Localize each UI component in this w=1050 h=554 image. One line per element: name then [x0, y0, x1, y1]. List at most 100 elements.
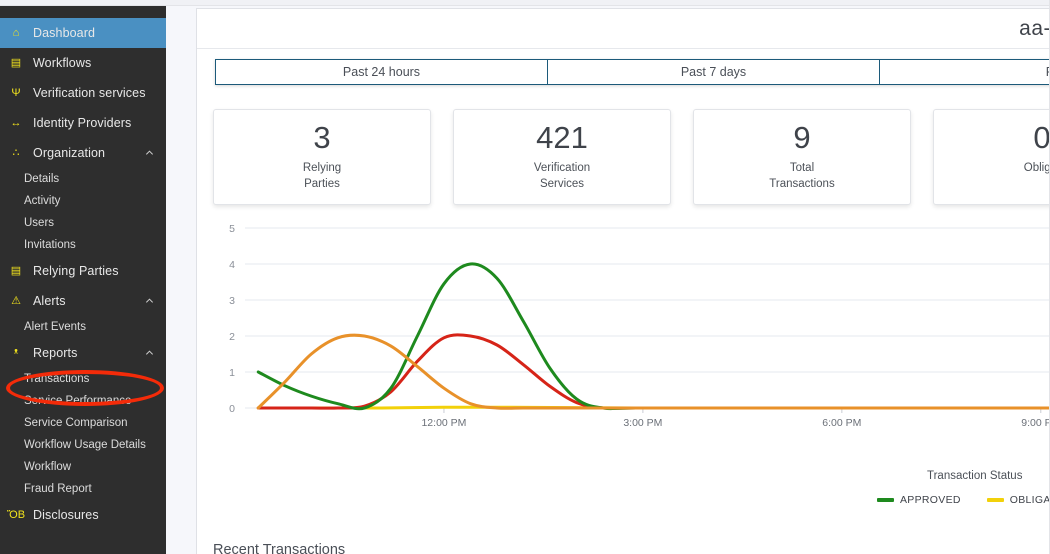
sidebar-item-label: Workflows [33, 56, 92, 70]
sidebar-subitem-workflow-usage-details[interactable]: Workflow Usage Details [0, 434, 166, 456]
disclosures-icon: ὌB [6, 508, 26, 521]
content-panel: aa-mc Past 24 hours Past 7 days Past 30 3 R… [196, 8, 1050, 554]
stat-card-label: Relying Parties [302, 162, 342, 190]
tab-label: Past 24 hours [342, 65, 421, 79]
stat-card-label: Obligat [1023, 162, 1050, 174]
chart-y-tick-label: 1 [229, 367, 235, 379]
alerts-icon: ⚠ [11, 294, 21, 307]
sidebar-subitem-label: Users [24, 217, 55, 229]
organization-icon: ∴ [12, 146, 20, 159]
chevron-up-icon [145, 150, 154, 155]
stat-card-value: 3 [313, 120, 331, 155]
sidebar-subitem-workflow[interactable]: Workflow [0, 456, 166, 478]
verification-icon: Ψ [11, 86, 21, 99]
sidebar-item-verification-services[interactable]: Ψ Verification services [0, 78, 166, 108]
sidebar-item-organization[interactable]: ∴ Organization [0, 138, 166, 168]
workflows-icon: ▤ [10, 56, 22, 69]
time-range-tabs[interactable]: Past 24 hours Past 7 days Past 30 [215, 59, 1050, 85]
chart-y-tick-label: 2 [229, 331, 235, 343]
sidebar-item-label: Reports [33, 346, 78, 360]
chart-series-pending [256, 333, 1050, 410]
chart-x-tick-label: 3:00 PM [623, 417, 662, 429]
stat-card-4: 0 Obligat [933, 109, 1050, 205]
sidebar-item-identity-providers[interactable]: ↔ Identity Providers [0, 108, 166, 138]
stat-cards: 3 Relying Parties 421 Verification Services 9 T… [213, 109, 1050, 205]
chart-y-tick-label: 4 [229, 259, 235, 271]
tab-past-24-hours[interactable]: Past 24 hours [215, 59, 547, 85]
stat-card-value: 0 [1033, 120, 1050, 155]
panel-header: aa-mc [197, 9, 1050, 49]
sidebar-subitem-details[interactable]: Details [0, 168, 166, 190]
sidebar-subitem-fraud-report[interactable]: Fraud Report [0, 478, 166, 500]
chart-y-tick-label: 3 [229, 295, 235, 307]
window-top-strip [0, 0, 1050, 6]
chart-x-tick-label: 6:00 PM [822, 417, 861, 429]
sidebar-item-label: Relying Parties [33, 264, 119, 278]
sidebar-subitem-label: Activity [24, 195, 61, 207]
chevron-up-icon [145, 298, 154, 303]
home-icon: ⌂ [12, 26, 20, 39]
stat-card-value: 421 [536, 120, 588, 155]
sidebar-item-relying-parties[interactable]: ▤ Relying Parties [0, 256, 166, 286]
sidebar-top-spacer [0, 6, 166, 18]
identity-providers-icon: ↔ [10, 116, 22, 129]
tab-label: Past 7 days [680, 65, 747, 79]
sidebar-item-dashboard[interactable]: ⌂ Dashboard [0, 18, 166, 48]
legend-item-obligation[interactable]: OBLIGATION [986, 494, 1050, 506]
sidebar-item-workflows[interactable]: ▤ Workflows [0, 48, 166, 78]
sidebar-subitem-label: Transactions [24, 373, 90, 385]
sidebar-item-alerts[interactable]: ⚠ Alerts [0, 286, 166, 316]
chart-x-tick-label: 9:00 PM [1021, 417, 1050, 429]
reports-icon: ᵜ [13, 346, 19, 359]
sidebar-subitem-service-performance[interactable]: Service Performance [0, 390, 166, 412]
chart-canvas: 0 1 2 3 4 5 12:00 PM 3:00 PM 6:00 PM 9:00 PM [229, 223, 1050, 429]
chart-x-tick-label: 12:00 PM [421, 417, 466, 429]
tab-past-7-days[interactable]: Past 7 days [547, 59, 879, 85]
sidebar-subitem-label: Invitations [24, 239, 76, 251]
recent-transactions-heading: Recent Transactions [213, 542, 346, 554]
tab-label: Past 30 [1046, 65, 1050, 79]
sidebar-item-label: Identity Providers [33, 116, 132, 130]
sidebar-subitem-label: Workflow [24, 461, 72, 473]
chart-legend-title: Transaction Status [927, 470, 1023, 482]
stat-card-value: 9 [793, 120, 811, 155]
sidebar-subitem-label: Service Performance [24, 395, 132, 407]
sidebar-subitem-label: Details [24, 173, 60, 185]
chart-legend[interactable]: APPROVED OBLIGATION [877, 494, 1050, 506]
sidebar-subitem-activity[interactable]: Activity [0, 190, 166, 212]
legend-label: OBLIGATION [1009, 494, 1050, 506]
tab-past-30[interactable]: Past 30 [879, 59, 1050, 85]
sidebar-subitem-users[interactable]: Users [0, 212, 166, 234]
sidebar-item-label: Verification services [33, 86, 146, 100]
sidebar-item-reports[interactable]: ᵜ Reports [0, 338, 166, 368]
sidebar-nav-list: ⌂ Dashboard ▤ Workflows Ψ Verification servic… [0, 18, 166, 530]
sidebar: ⌂ Dashboard ▤ Workflows Ψ Verification servic… [0, 6, 166, 554]
relying-parties-icon: ▤ [10, 264, 22, 277]
chart-y-tick-label: 0 [229, 403, 235, 415]
sidebar-subitem-invitations[interactable]: Invitations [0, 234, 166, 256]
chart-y-tick-label: 5 [229, 223, 235, 235]
page-title: aa-mc [1019, 16, 1050, 40]
stat-card-3: 9 Total Transactions [693, 109, 911, 205]
stat-card-label: Verification Services [533, 162, 591, 190]
sidebar-item-disclosures[interactable]: ὌB Disclosures [0, 500, 166, 530]
legend-swatch [986, 498, 1004, 502]
sidebar-subitem-service-comparison[interactable]: Service Comparison [0, 412, 166, 434]
sidebar-item-label: Organization [33, 146, 106, 160]
legend-item-approved[interactable]: APPROVED [877, 494, 961, 506]
sidebar-subitem-label: Service Comparison [24, 417, 128, 429]
sidebar-subitem-label: Workflow Usage Details [24, 439, 146, 451]
sidebar-subitem-label: Alert Events [24, 321, 86, 333]
sidebar-item-label: Alerts [33, 294, 66, 308]
stat-card-2: 421 Verification Services [453, 109, 671, 205]
sidebar-item-label: Dashboard [33, 26, 96, 40]
stat-card-label: Total Transactions [769, 162, 835, 190]
sidebar-subitem-label: Fraud Report [24, 483, 92, 495]
stat-card-1: 3 Relying Parties [213, 109, 431, 205]
sidebar-subitem-transactions[interactable]: Transactions [0, 368, 166, 390]
chevron-up-icon [145, 350, 154, 355]
sidebar-item-label: Disclosures [33, 508, 99, 522]
sidebar-subitem-alert-events[interactable]: Alert Events [0, 316, 166, 338]
